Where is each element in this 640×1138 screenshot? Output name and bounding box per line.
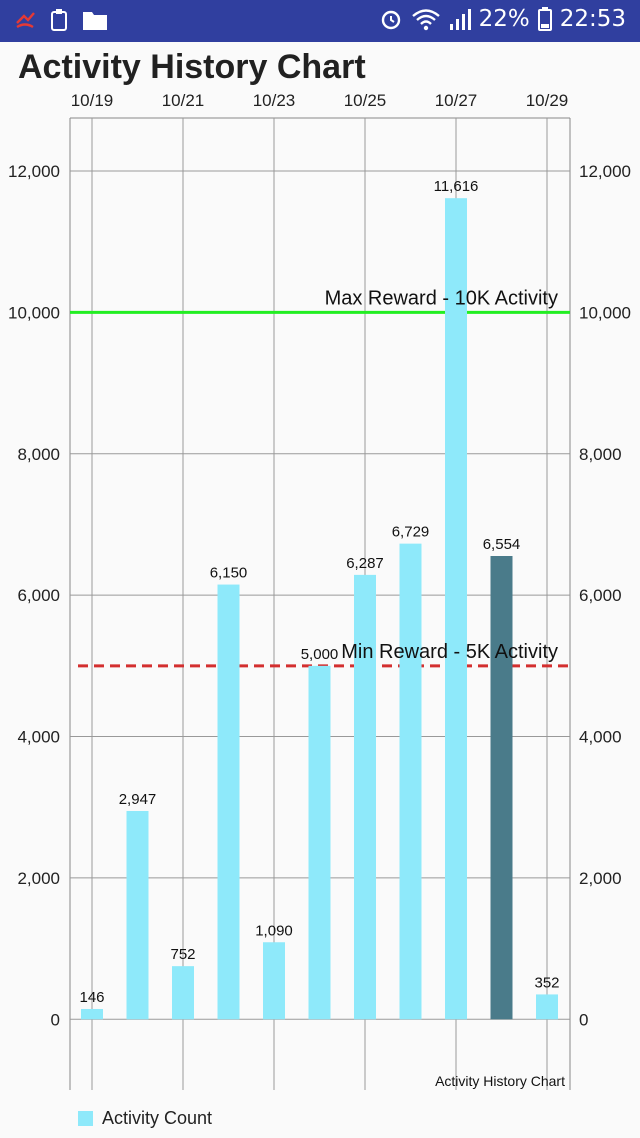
y-tick-label-left: 2,000 [17,869,60,888]
bar-value-label: 5,000 [301,646,339,663]
bar-value-label: 6,287 [346,555,384,572]
bar [354,574,376,1020]
x-tick-label: 10/29 [526,91,569,110]
clipboard-icon [51,9,67,31]
wifi-icon [411,9,440,31]
bar [536,994,558,1020]
bar [81,1008,103,1020]
x-tick-label: 10/25 [344,91,387,110]
chart-description: Activity History Chart [435,1073,565,1089]
x-tick-label: 10/19 [71,91,114,110]
bar-value-label: 2,947 [119,791,157,808]
y-tick-label-right: 4,000 [579,728,622,747]
status-bar: 22% 22:53 [0,0,640,42]
chart-legend: Activity Count [78,1108,212,1129]
bar-value-label: 6,554 [483,536,521,553]
bar [126,810,149,1020]
status-right: 22% 22:53 [379,6,626,32]
activity-chart: 0 0 2,000 2,000 4,000 4,000 6,000 6,000 8,000 8,0… [8,91,631,1090]
bar-value-label: 6,150 [210,565,248,582]
x-tick-label: 10/23 [253,91,296,110]
bar-value-label: 6,729 [392,524,430,541]
bar [308,665,331,1020]
bar [399,543,422,1020]
legend-label: Activity Count [102,1108,213,1128]
y-tick-label-right: 2,000 [579,869,622,888]
missed-call-icon [16,12,35,29]
y-tick-label-right: 12,000 [579,162,631,181]
bar-value-label: 1,090 [255,922,293,939]
x-tick-label: 10/21 [162,91,205,110]
y-tick-label-left: 10,000 [8,303,60,322]
y-tick-label-left: 4,000 [17,728,60,747]
limit-line-label: Min Reward - 5K Activity [341,641,558,663]
y-tick-label-left: 0 [51,1010,60,1029]
battery-percent: 22% [478,6,530,32]
bar-value-label: 752 [170,946,195,963]
y-tick-label-left: 6,000 [17,586,60,605]
bar-value-label: 352 [534,974,559,991]
page-title: Activity History Chart [18,48,366,86]
legend-swatch [78,1111,93,1126]
clock: 22:53 [559,6,626,32]
bar [490,556,513,1020]
bar [263,942,285,1020]
bar [445,198,467,1020]
y-tick-label-right: 0 [579,1010,588,1029]
x-tick-label: 10/27 [435,91,478,110]
bar [217,584,240,1020]
y-tick-label-right: 6,000 [579,586,622,605]
alarm-icon [381,10,400,30]
y-tick-label-left: 12,000 [8,162,60,181]
folder-icon [83,12,107,30]
signal-icon [449,9,471,30]
bar-value-label: 146 [79,989,104,1006]
battery-icon [537,7,552,31]
limit-line-label: Max Reward - 10K Activity [325,287,558,309]
y-tick-label-left: 8,000 [17,445,60,464]
y-tick-label-right: 8,000 [579,445,622,464]
y-tick-label-right: 10,000 [579,303,631,322]
bar-value-label: 11,616 [434,178,479,195]
bar [172,966,194,1020]
status-left-icons [14,8,108,32]
